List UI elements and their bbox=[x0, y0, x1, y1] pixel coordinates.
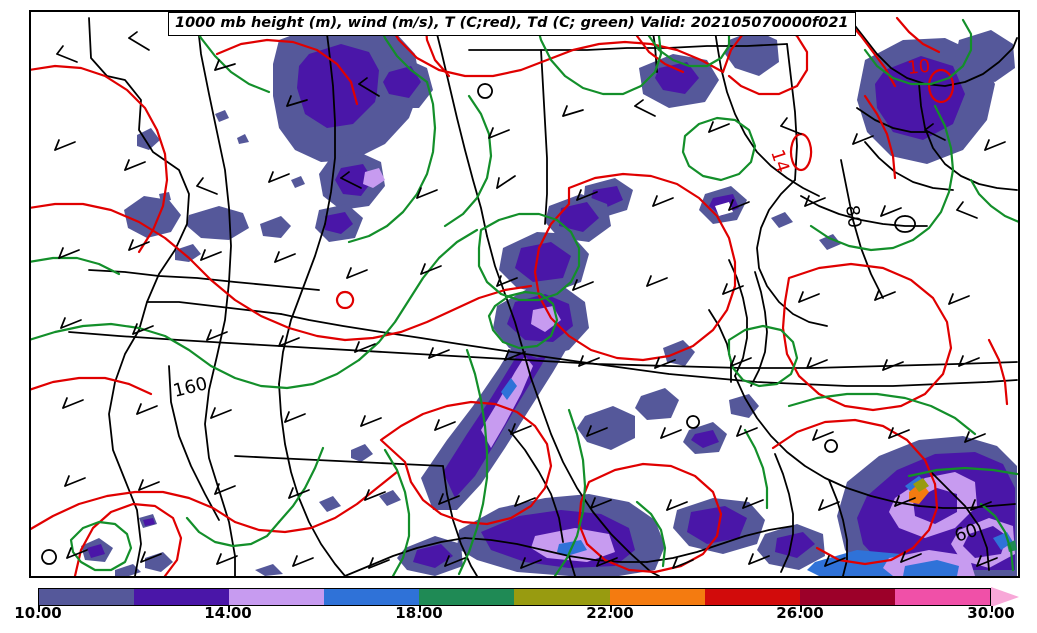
colorbar-tick bbox=[800, 606, 802, 612]
height-contours-and-borders bbox=[41, 17, 1018, 576]
colorbar-tick-label: 30.00 bbox=[967, 604, 1015, 622]
colorbar-tick-label: 14.00 bbox=[204, 604, 252, 622]
colorbar-segment bbox=[609, 589, 705, 605]
contour-label-temp-10: 10 bbox=[906, 56, 931, 79]
colorbar-extend-arrow bbox=[991, 587, 1019, 607]
map-plot-area[interactable]: 160 80 60 10 14 bbox=[29, 10, 1020, 578]
colorbar-tick bbox=[419, 606, 421, 612]
colorbar-segment bbox=[134, 589, 230, 605]
colorbar[interactable] bbox=[38, 587, 1020, 612]
colorbar-segment bbox=[894, 589, 990, 605]
colorbar-segments[interactable] bbox=[38, 588, 991, 606]
contour-label-80: 80 bbox=[841, 204, 865, 230]
contour-label-160: 160 bbox=[171, 373, 209, 402]
colorbar-segment bbox=[704, 589, 800, 605]
colorbar-tick bbox=[610, 606, 612, 612]
colorbar-segment bbox=[324, 589, 420, 605]
contour-label-temp-14: 14 bbox=[766, 147, 793, 175]
map-canvas: 160 80 60 10 14 bbox=[31, 16, 1018, 576]
colorbar-tick-label: 22.00 bbox=[586, 604, 634, 622]
colorbar-tick-label: 18.00 bbox=[395, 604, 443, 622]
colorbar-tick-label: 26.00 bbox=[776, 604, 824, 622]
colorbar-tick bbox=[991, 606, 993, 612]
colorbar-segment bbox=[39, 589, 135, 605]
wind-barbs bbox=[54, 31, 1006, 569]
colorbar-segment bbox=[419, 589, 515, 605]
colorbar-tick bbox=[228, 606, 230, 612]
colorbar-segment bbox=[514, 589, 610, 605]
colorbar-segment bbox=[229, 589, 325, 605]
colorbar-tick-label: 10.00 bbox=[14, 604, 62, 622]
colorbar-tick bbox=[38, 606, 40, 612]
colorbar-segment bbox=[799, 589, 895, 605]
plot-title: 1000 mb height (m), wind (m/s), T (C;red… bbox=[168, 12, 856, 36]
